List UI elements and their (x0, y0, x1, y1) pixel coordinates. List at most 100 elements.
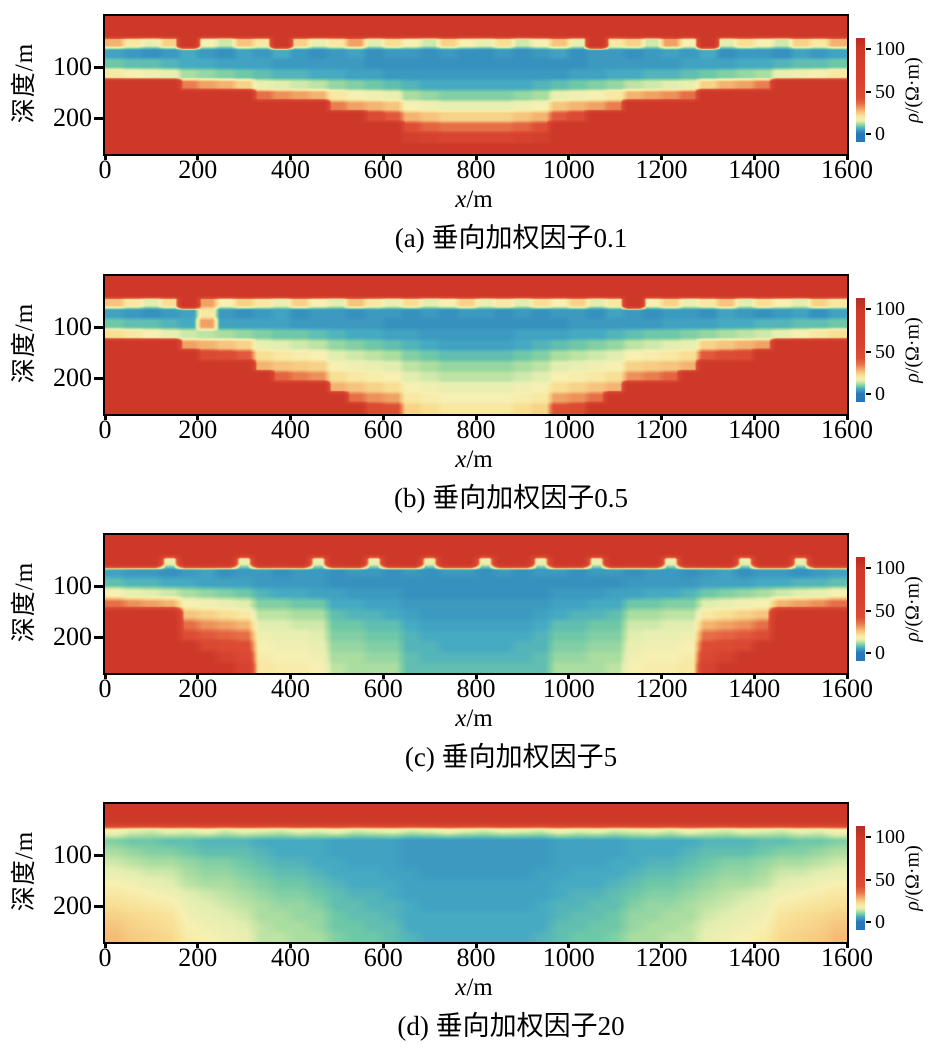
x-tick-mark (196, 942, 200, 948)
depth-tick-mark (94, 116, 103, 120)
plot-frame (103, 14, 849, 156)
colorbar-label: ρ/(Ω·m) (902, 57, 925, 123)
colorbar-label-variable: ρ (901, 113, 924, 123)
colorbar-tick-label: 100 (875, 298, 905, 321)
x-tick-mark (289, 154, 292, 160)
x-tick-label: 600 (363, 415, 403, 444)
colorbar-tick-label: 50 (875, 80, 895, 103)
colorbar-label-unit: /(Ω·m) (901, 317, 924, 374)
depth-tick-label: 100 (53, 840, 92, 870)
colorbar-tick-mark (866, 652, 871, 655)
colorbar-tick-label: 0 (875, 383, 885, 406)
plot-frame (103, 802, 849, 944)
x-tick-mark (103, 942, 107, 948)
resistivity-heatmap (105, 535, 847, 673)
colorbar-tick-label: 50 (875, 599, 895, 622)
colorbar-tick-mark (866, 48, 871, 51)
x-axis-label-unit: /m (466, 974, 493, 1001)
depth-tick-mark (94, 584, 103, 588)
x-tick-label: 200 (178, 943, 218, 972)
colorbar-tick-label: 0 (875, 123, 885, 146)
x-tick-mark (103, 673, 107, 679)
colorbar-label-unit: /(Ω·m) (901, 57, 924, 114)
colorbar (856, 38, 865, 142)
plot-frame (103, 274, 849, 416)
x-axis-label-variable: x (455, 446, 467, 473)
x-tick-label: 600 (363, 155, 403, 184)
colorbar-label-unit: /(Ω·m) (901, 845, 924, 902)
colorbar-tick-mark (866, 567, 871, 570)
x-tick-label: 1400 (728, 943, 781, 972)
x-axis-label-variable: x (455, 186, 467, 213)
colorbar-tick-label: 100 (875, 38, 905, 61)
depth-tick-mark (94, 376, 103, 380)
panel-a: 深度/m 100 200 0 200 400 600 800 1000 1200 1400 160… (0, 0, 942, 260)
x-tick-mark (103, 414, 107, 420)
colorbar (856, 557, 865, 661)
x-tick-mark (845, 942, 849, 948)
resistivity-heatmap (105, 276, 847, 414)
depth-tick-label: 200 (53, 103, 92, 133)
colorbar-tick-label: 0 (875, 911, 885, 934)
colorbar-tick-label: 100 (875, 557, 905, 580)
x-tick-label: 200 (178, 415, 218, 444)
x-tick-mark (567, 942, 571, 948)
x-axis-label-unit: /m (466, 705, 493, 732)
x-tick-label: 400 (271, 943, 310, 972)
colorbar-tick-mark (866, 350, 871, 353)
x-tick-label: 800 (456, 155, 496, 184)
x-tick-mark (381, 154, 385, 160)
panel-caption: (c) 垂向加权因子5 (404, 742, 618, 772)
x-tick-mark (196, 673, 200, 679)
x-tick-mark (381, 942, 385, 948)
x-tick-mark (474, 154, 478, 160)
colorbar-tick-mark (866, 133, 871, 136)
colorbar (856, 826, 865, 930)
x-tick-label: 1600 (821, 155, 873, 184)
x-tick-label: 600 (363, 674, 403, 703)
x-tick-mark (196, 154, 200, 160)
resistivity-heatmap (105, 16, 847, 154)
x-tick-label: 800 (456, 943, 496, 972)
depth-tick-mark (94, 904, 103, 908)
plot-frame (103, 533, 849, 675)
x-tick-mark (752, 154, 756, 160)
panel-caption: (b) 垂向加权因子0.5 (394, 483, 628, 513)
x-tick-label: 0 (98, 155, 112, 184)
depth-tick-label: 100 (53, 312, 92, 342)
x-tick-label: 400 (271, 415, 310, 444)
colorbar-tick-mark (866, 308, 871, 311)
x-tick-mark (474, 414, 478, 420)
x-tick-label: 1400 (728, 674, 781, 703)
panel-c: 深度/m 100 200 0 200 400 600 800 1000 1200 1400 160… (0, 519, 942, 779)
x-tick-label: 0 (98, 674, 112, 703)
colorbar-label-unit: /(Ω·m) (901, 576, 924, 633)
x-tick-mark (752, 414, 756, 420)
x-tick-label: 400 (271, 674, 310, 703)
x-tick-mark (845, 673, 849, 679)
colorbar-label-variable: ρ (901, 632, 924, 642)
depth-tick-mark (94, 635, 103, 639)
x-tick-mark (196, 414, 200, 420)
colorbar (856, 298, 865, 402)
x-tick-mark (660, 414, 663, 420)
x-tick-label: 1200 (635, 155, 688, 184)
x-tick-label: 200 (178, 674, 218, 703)
colorbar-tick-label: 100 (875, 826, 905, 849)
x-tick-mark (845, 154, 849, 160)
x-tick-mark (567, 673, 571, 679)
colorbar-label-variable: ρ (901, 901, 924, 911)
x-tick-mark (103, 154, 107, 160)
x-axis-label: x/m (103, 186, 845, 214)
x-axis-label-variable: x (455, 705, 467, 732)
x-tick-mark (660, 154, 663, 160)
x-tick-label: 1000 (542, 943, 595, 972)
panel-b: 深度/m 100 200 0 200 400 600 800 1000 1200 1400 160… (0, 260, 942, 520)
x-tick-label: 1200 (635, 415, 688, 444)
colorbar-label: ρ/(Ω·m) (902, 317, 925, 383)
depth-tick-mark (94, 325, 103, 329)
x-axis-label: x/m (103, 705, 845, 733)
x-tick-mark (752, 673, 756, 679)
depth-tick-label: 200 (53, 622, 92, 652)
depth-tick-label: 100 (53, 52, 92, 82)
